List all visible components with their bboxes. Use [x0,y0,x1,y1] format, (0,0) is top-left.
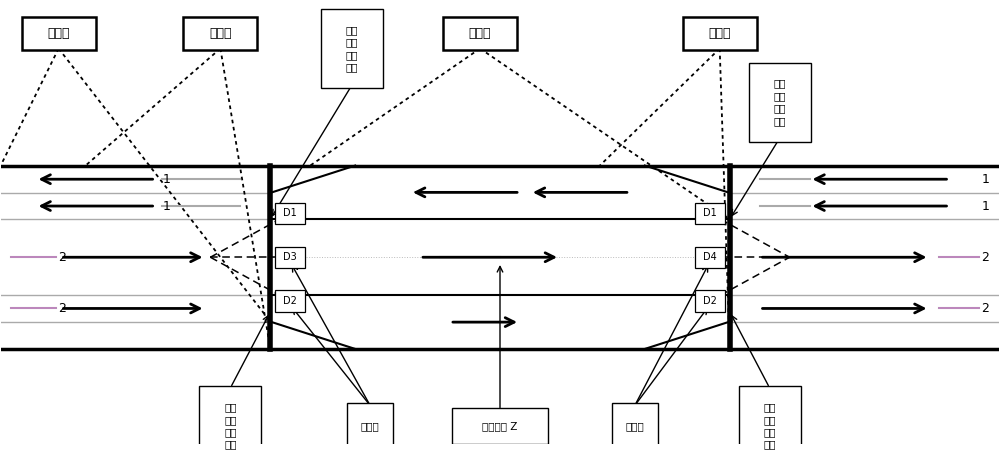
FancyBboxPatch shape [275,202,305,224]
Text: 2: 2 [981,302,989,315]
FancyBboxPatch shape [695,291,725,312]
FancyBboxPatch shape [739,386,801,454]
FancyBboxPatch shape [443,17,517,50]
Text: D1: D1 [703,208,717,218]
FancyBboxPatch shape [695,247,725,268]
Text: 检测器: 检测器 [209,27,232,40]
FancyBboxPatch shape [347,403,393,449]
FancyBboxPatch shape [275,247,305,268]
FancyBboxPatch shape [183,17,257,50]
FancyBboxPatch shape [199,386,261,454]
Text: 1: 1 [981,200,989,212]
Text: 潮汐
车道
入口
位置: 潮汐 车道 入口 位置 [224,402,237,449]
Text: D2: D2 [703,296,717,306]
FancyBboxPatch shape [749,63,811,142]
FancyBboxPatch shape [683,17,757,50]
Text: 1: 1 [981,173,989,186]
FancyBboxPatch shape [452,409,548,444]
Text: 潮汐
车道
入口
位置: 潮汐 车道 入口 位置 [773,79,786,126]
Text: D3: D3 [283,252,297,262]
Text: 1: 1 [162,200,170,212]
FancyBboxPatch shape [22,17,96,50]
FancyBboxPatch shape [321,9,383,88]
Text: 1: 1 [162,173,170,186]
Text: 潮汐车道 Z: 潮汐车道 Z [482,421,518,431]
Text: D1: D1 [283,208,297,218]
Text: D2: D2 [283,296,297,306]
FancyBboxPatch shape [612,403,658,449]
Text: D4: D4 [703,252,717,262]
Text: 2: 2 [59,302,66,315]
Text: 车道灯: 车道灯 [361,421,380,431]
Text: 检测器: 检测器 [469,27,491,40]
Text: 检测器: 检测器 [47,27,70,40]
Text: 2: 2 [59,251,66,264]
Text: 2: 2 [981,251,989,264]
Text: 潮汐
车道
出口
位置: 潮汐 车道 出口 位置 [763,402,776,449]
Text: 检测器: 检测器 [708,27,731,40]
Text: 车道灯: 车道灯 [625,421,644,431]
Text: 潮汐
车道
出口
位置: 潮汐 车道 出口 位置 [346,25,358,72]
FancyBboxPatch shape [695,202,725,224]
FancyBboxPatch shape [275,291,305,312]
